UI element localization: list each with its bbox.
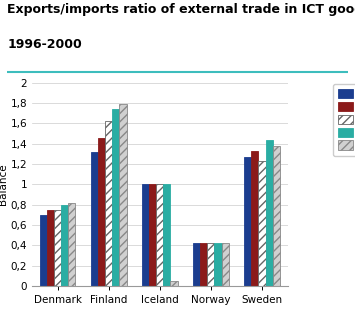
Bar	[149, 184, 156, 286]
Bar	[47, 210, 54, 286]
Bar	[54, 210, 61, 286]
Bar	[200, 244, 207, 286]
Bar	[214, 244, 222, 286]
Bar	[91, 152, 98, 286]
Text: Exports/imports ratio of external trade in ICT goods.: Exports/imports ratio of external trade …	[7, 3, 355, 16]
Text: 1996-2000: 1996-2000	[7, 38, 82, 51]
Bar	[193, 244, 200, 286]
Bar	[40, 215, 47, 286]
Bar	[119, 104, 126, 286]
Bar	[266, 140, 273, 286]
Bar	[163, 184, 170, 286]
Legend: 1996, 1997, 1998, 1999, 2000: 1996, 1997, 1998, 1999, 2000	[333, 84, 355, 156]
Y-axis label: Balance: Balance	[0, 164, 8, 205]
Bar	[156, 184, 163, 286]
Bar	[68, 203, 75, 286]
Bar	[222, 244, 229, 286]
Bar	[251, 151, 258, 286]
Bar	[142, 184, 149, 286]
Bar	[258, 161, 266, 286]
Bar	[273, 146, 280, 286]
Bar	[112, 109, 119, 286]
Bar	[207, 244, 214, 286]
Bar	[98, 138, 105, 286]
Bar	[105, 121, 112, 286]
Bar	[61, 205, 68, 286]
Bar	[170, 281, 178, 286]
Bar	[244, 157, 251, 286]
